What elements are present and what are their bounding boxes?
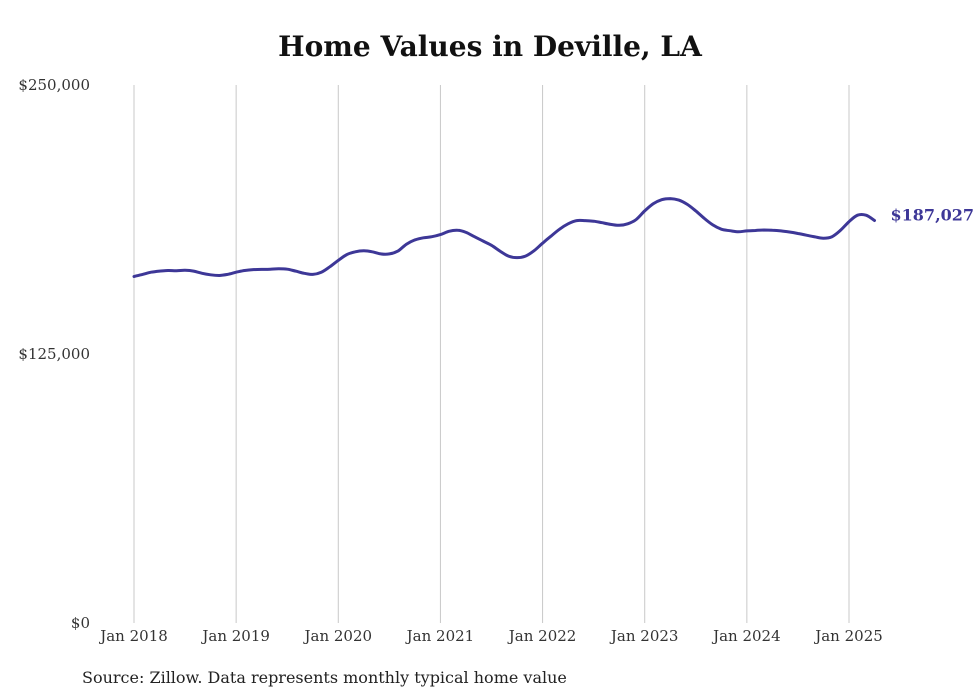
x-tick-label: Jan 2018 bbox=[98, 627, 168, 645]
y-tick-label: $125,000 bbox=[18, 345, 90, 363]
series-layer bbox=[132, 197, 876, 278]
x-tick-label: Jan 2020 bbox=[303, 627, 373, 645]
x-tick-label: Jan 2025 bbox=[813, 627, 883, 645]
series-line bbox=[132, 197, 876, 278]
x-tick-label: Jan 2022 bbox=[507, 627, 577, 645]
x-tick-label: Jan 2024 bbox=[711, 627, 781, 645]
end-value-label: $187,027 bbox=[891, 206, 975, 225]
end-label-layer: $187,027 bbox=[891, 206, 975, 225]
y-tick-label: $250,000 bbox=[18, 76, 90, 94]
chart-title: Home Values in Deville, LA bbox=[278, 30, 702, 63]
x-tick-label: Jan 2021 bbox=[405, 627, 475, 645]
y-tick-label: $0 bbox=[71, 614, 90, 632]
source-note: Source: Zillow. Data represents monthly … bbox=[82, 668, 567, 687]
x-tick-label: Jan 2023 bbox=[609, 627, 679, 645]
x-axis-ticks: Jan 2018 Jan 2019 Jan 2020 Jan 2021 Jan 2022… bbox=[98, 627, 883, 645]
y-axis-ticks: $0 $125,000 $250,000 bbox=[18, 76, 90, 632]
gridlines bbox=[133, 85, 850, 623]
x-tick-label: Jan 2019 bbox=[200, 627, 270, 645]
